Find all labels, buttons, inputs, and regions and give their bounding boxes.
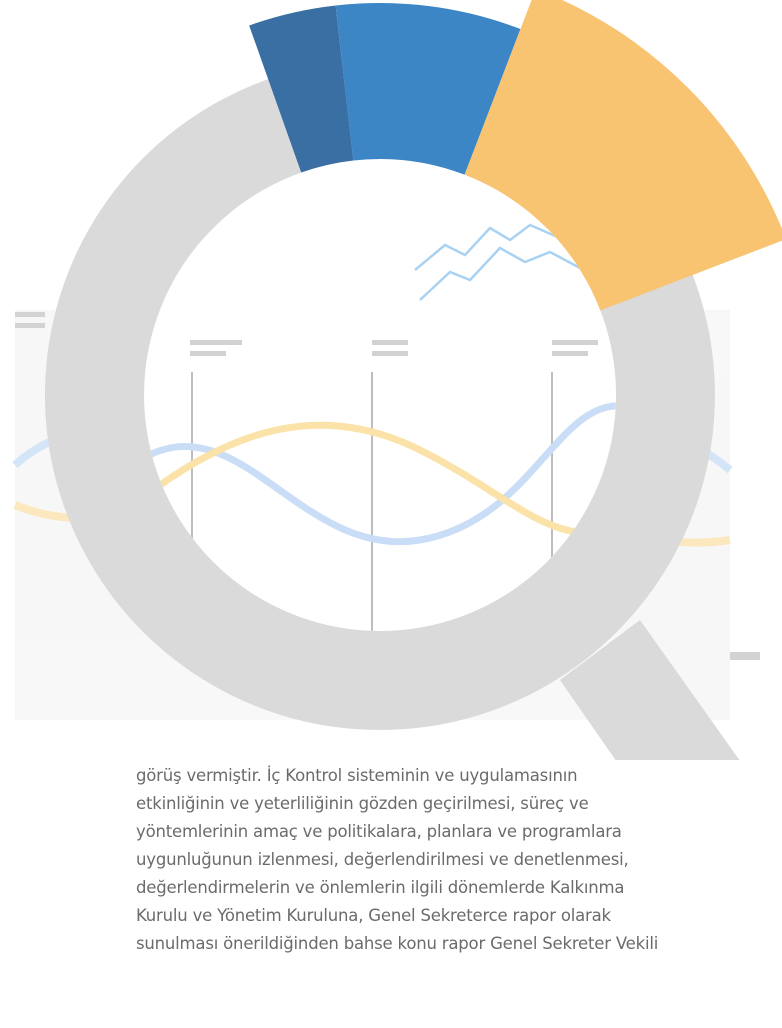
- text-line: etkinliğinin ve yeterliliğinin gözden ge…: [136, 790, 756, 818]
- page: {"body": {"lines": [ "görüş vermiştir. İ…: [0, 0, 782, 1028]
- text-line: sunulması önerildiğinden bahse konu rapo…: [136, 930, 756, 958]
- text-line: değerlendirmelerin ve önlemlerin ilgili …: [136, 874, 756, 902]
- body-text: görüş vermiştir. İç Kontrol sisteminin v…: [136, 762, 756, 958]
- magnifier-illustration: [0, 0, 782, 760]
- text-line: yöntemlerinin amaç ve politikalara, plan…: [136, 818, 756, 846]
- text-line: görüş vermiştir. İç Kontrol sisteminin v…: [136, 762, 756, 790]
- text-line: uygunluğunun izlenmesi, değerlendirilmes…: [136, 846, 756, 874]
- text-line: Kurulu ve Yönetim Kuruluna, Genel Sekret…: [136, 902, 756, 930]
